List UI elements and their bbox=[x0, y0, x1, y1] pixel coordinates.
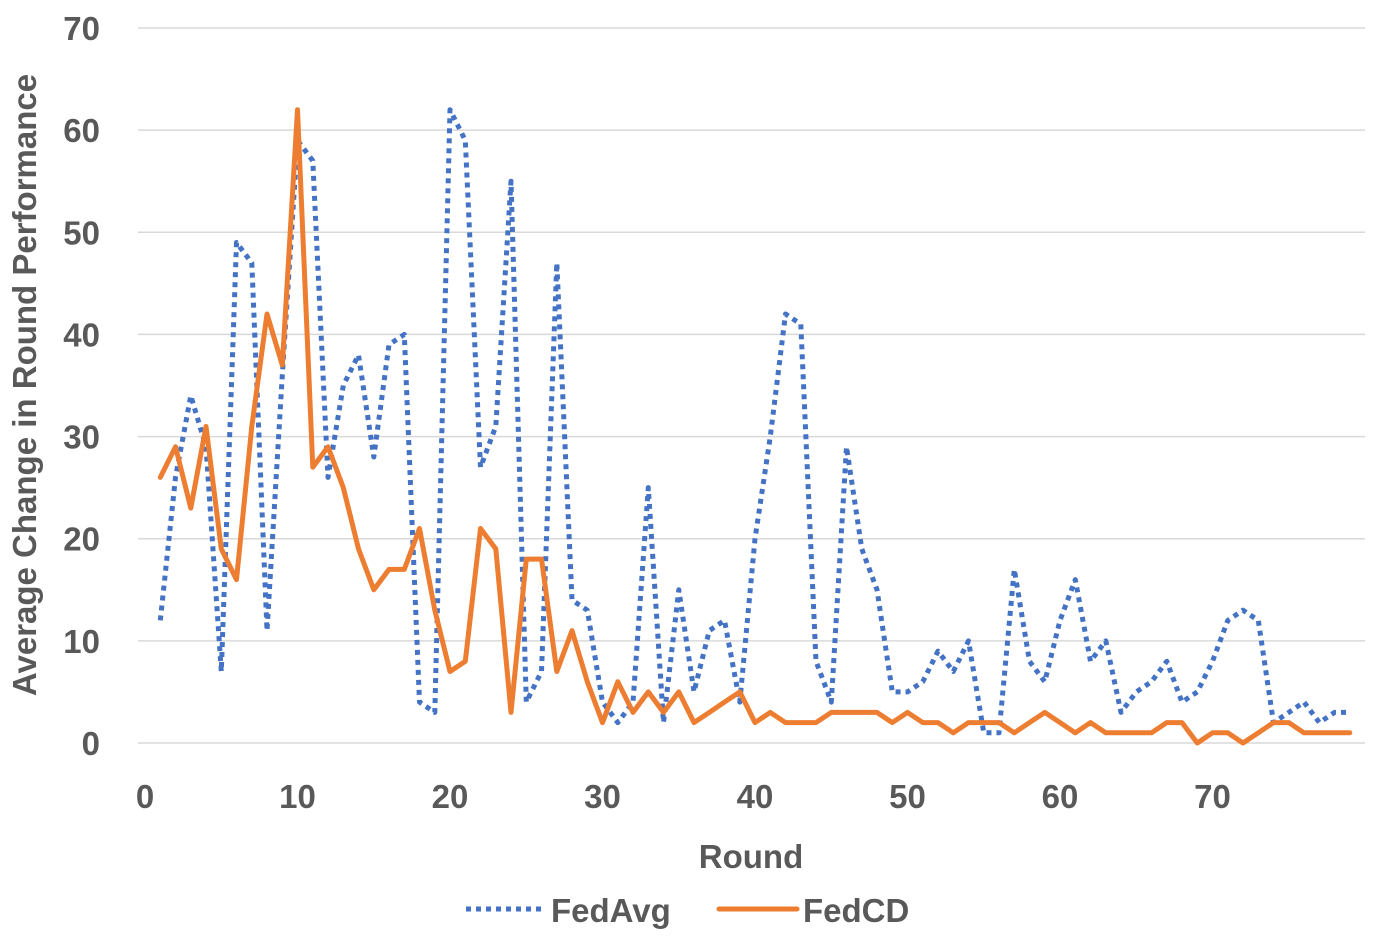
y-tick-label-20: 20 bbox=[63, 521, 100, 558]
y-axis-label: Average Change in Round Performance bbox=[6, 74, 43, 696]
y-tick-label-70: 70 bbox=[63, 10, 100, 47]
y-tick-label-60: 60 bbox=[63, 112, 100, 149]
gridlines bbox=[138, 27, 1365, 744]
x-tick-label-30: 30 bbox=[584, 778, 621, 815]
series-lines bbox=[157, 107, 1353, 746]
y-tick-label-40: 40 bbox=[63, 316, 100, 353]
y-tick-label-0: 0 bbox=[82, 725, 100, 762]
y-tick-label-50: 50 bbox=[63, 214, 100, 251]
x-tick-label-50: 50 bbox=[889, 778, 926, 815]
x-tick-label-60: 60 bbox=[1042, 778, 1079, 815]
x-tick-label-20: 20 bbox=[432, 778, 469, 815]
legend: FedAvg FedCD bbox=[466, 892, 909, 929]
x-axis-label: Round bbox=[699, 838, 803, 875]
x-tick-label-40: 40 bbox=[737, 778, 774, 815]
legend-label-fedcd: FedCD bbox=[803, 892, 909, 929]
x-tick-label-70: 70 bbox=[1194, 778, 1231, 815]
x-tick-labels: 0 10 20 30 40 50 60 70 bbox=[136, 778, 1231, 815]
legend-label-fedavg: FedAvg bbox=[551, 892, 671, 929]
y-tick-label-30: 30 bbox=[63, 419, 100, 456]
y-tick-label-10: 10 bbox=[63, 623, 100, 660]
series-line-fedavg bbox=[157, 107, 1350, 736]
x-tick-label-0: 0 bbox=[136, 778, 154, 815]
y-tick-labels: 0 10 20 30 40 50 60 70 bbox=[63, 10, 100, 762]
series-line-fedcd bbox=[157, 107, 1353, 746]
x-tick-label-10: 10 bbox=[279, 778, 316, 815]
